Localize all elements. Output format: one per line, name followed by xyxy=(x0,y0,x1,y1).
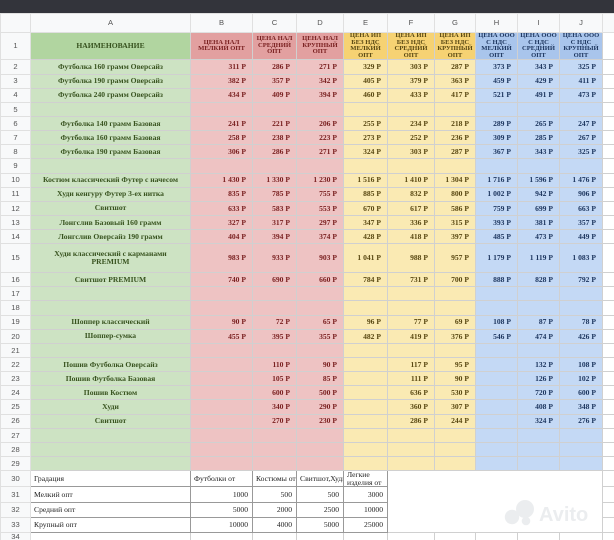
svg-text:Avito: Avito xyxy=(539,504,588,526)
